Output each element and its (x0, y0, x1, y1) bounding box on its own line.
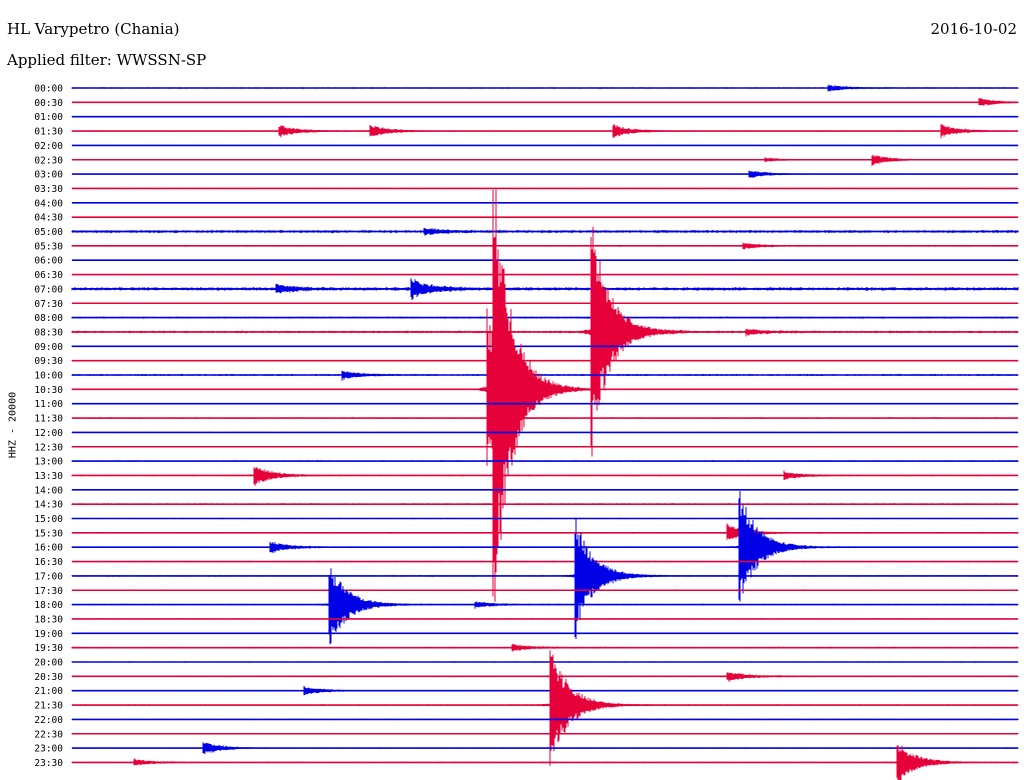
trace-waveform (71, 84, 1019, 92)
tick-label: 21:30 (34, 701, 63, 712)
tick-label: 10:00 (34, 371, 63, 382)
tick-label: 07:30 (34, 299, 63, 310)
trace-waveform (71, 460, 1019, 462)
tick-label: 23:30 (34, 758, 63, 769)
traces (71, 84, 1019, 780)
tick-label: 22:30 (34, 729, 63, 740)
trace-waveform (71, 116, 1019, 118)
tick-label: 02:30 (34, 155, 63, 166)
tick-label: 20:30 (34, 672, 63, 683)
tick-label: 08:00 (34, 313, 63, 324)
trace-waveform (71, 124, 1019, 139)
tick-label: 05:30 (34, 241, 63, 252)
trace-waveform (71, 650, 1019, 766)
trace-waveform (71, 503, 1019, 506)
tick-label: 04:30 (34, 213, 63, 224)
tick-label: 17:00 (34, 571, 63, 582)
trace-waveform (71, 643, 1019, 652)
tick-label: 05:00 (34, 227, 63, 238)
tick-label: 03:00 (34, 170, 63, 181)
trace-waveform (71, 187, 1019, 190)
tick-label: 12:00 (34, 428, 63, 439)
trace-waveform (71, 685, 1019, 696)
tick-labels: 00:00 00:30 01:00 01:30 02:00 02:30 03:00 03:30… (34, 84, 63, 769)
trace-waveform (71, 202, 1019, 204)
trace-waveform (71, 618, 1019, 620)
tick-label: 09:00 (34, 342, 63, 353)
tick-label: 14:30 (34, 500, 63, 511)
tick-label: 10:30 (34, 385, 63, 396)
tick-label: 11:30 (34, 414, 63, 425)
trace-waveform (71, 170, 1019, 178)
tick-label: 03:30 (34, 184, 63, 195)
trace-waveform (71, 523, 1019, 540)
trace-waveform (71, 145, 1019, 146)
tick-label: 09:30 (34, 356, 63, 367)
tick-label: 19:30 (34, 643, 63, 654)
trace-waveform (71, 278, 1019, 301)
tick-label: 22:00 (34, 715, 63, 726)
tick-label: 01:00 (34, 112, 63, 123)
trace-waveform (71, 242, 1019, 250)
tick-label: 16:00 (34, 543, 63, 554)
tick-label: 21:00 (34, 686, 63, 697)
tick-label: 19:00 (34, 629, 63, 640)
tick-label: 16:30 (34, 557, 63, 568)
trace-waveform (71, 489, 1019, 491)
tick-label: 13:30 (34, 471, 63, 482)
tick-label: 15:00 (34, 514, 63, 525)
tick-label: 07:00 (34, 284, 63, 295)
trace-waveform (71, 672, 1019, 682)
tick-label: 18:00 (34, 600, 63, 611)
tick-label: 20:00 (34, 658, 63, 669)
tick-label: 14:00 (34, 485, 63, 496)
tick-label: 00:30 (34, 98, 63, 109)
trace-waveform (71, 568, 1019, 645)
tick-label: 00:00 (34, 84, 63, 95)
trace-waveform (71, 589, 1019, 592)
trace-waveform (71, 259, 1019, 261)
date-label: 2016-10-02 (930, 20, 1017, 38)
trace-waveform (71, 742, 1019, 755)
trace-waveform (71, 718, 1019, 721)
trace-waveform (71, 467, 1019, 486)
trace-waveform (71, 216, 1019, 218)
tick-label: 06:00 (34, 256, 63, 267)
tick-label: 02:00 (34, 141, 63, 152)
trace-waveform (71, 745, 1019, 780)
trace-waveform (71, 273, 1019, 276)
trace-waveform (71, 417, 1019, 419)
trace-waveform (71, 517, 1019, 639)
trace-waveform (71, 403, 1019, 405)
trace-waveform (71, 226, 1019, 457)
trace-waveform (71, 228, 1019, 236)
tick-label: 12:30 (34, 442, 63, 453)
trace-waveform (71, 517, 1019, 520)
tick-label: 18:30 (34, 614, 63, 625)
trace-waveform (71, 632, 1019, 634)
trace-waveform (71, 733, 1019, 735)
trace-waveform (71, 431, 1019, 434)
trace-waveform (71, 154, 1019, 166)
trace-waveform (71, 446, 1019, 448)
tick-label: 04:00 (34, 198, 63, 209)
tick-label: 08:30 (34, 327, 63, 338)
trace-waveform (71, 98, 1019, 106)
tick-label: 15:30 (34, 528, 63, 539)
tick-label: 13:00 (34, 457, 63, 468)
tick-label: 23:00 (34, 744, 63, 755)
filter-label: Applied filter: WWSSN-SP (7, 51, 207, 69)
trace-waveform (71, 189, 1019, 602)
tick-label: 06:30 (34, 270, 63, 281)
station-title: HL Varypetro (Chania) (7, 20, 180, 38)
trace-waveform (71, 661, 1019, 663)
tick-label: 01:30 (34, 127, 63, 138)
trace-waveform (71, 491, 1019, 602)
tick-label: 11:00 (34, 399, 63, 410)
tick-label: 17:30 (34, 586, 63, 597)
trace-waveform (71, 560, 1019, 563)
